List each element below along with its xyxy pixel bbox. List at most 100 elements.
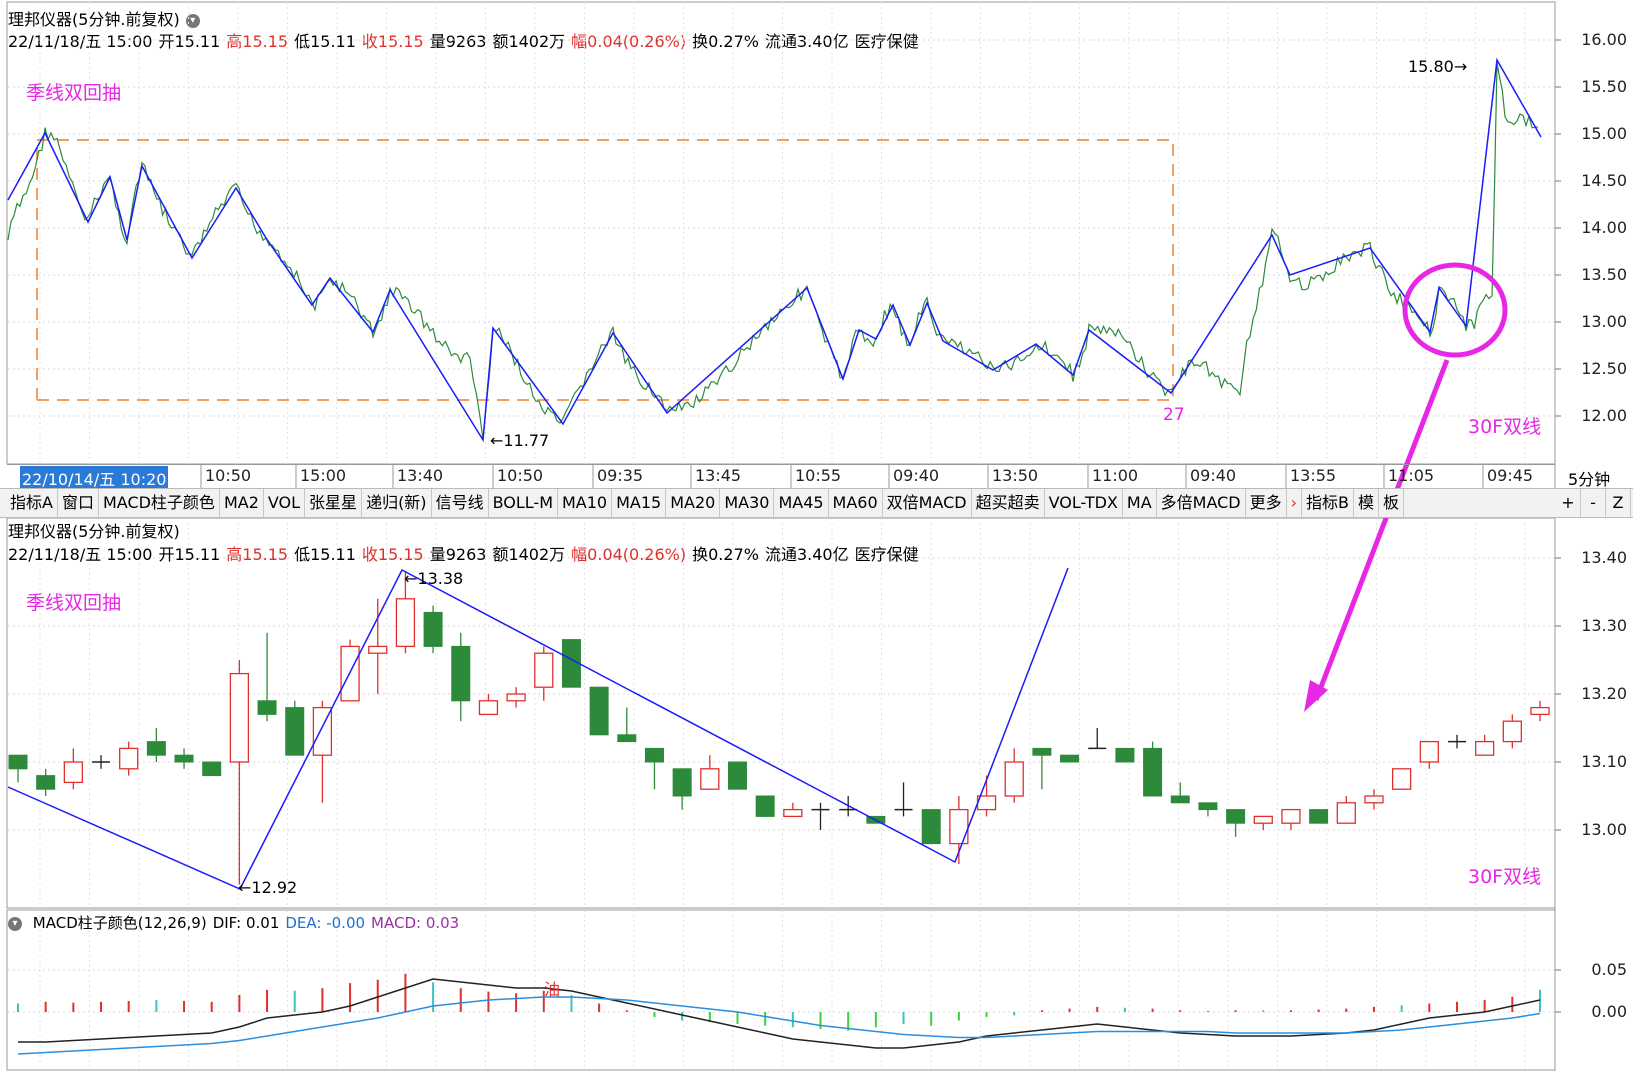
macd-title: MACD柱子颜色(12,26,9) — [32, 914, 207, 932]
candle — [423, 605, 443, 654]
time-cursor[interactable]: 22/10/14/五 10:20 — [20, 466, 169, 490]
candle — [1032, 747, 1052, 790]
chevron-down-icon[interactable]: ▾ — [185, 13, 200, 28]
label-27: 27 — [1163, 405, 1185, 425]
chevron-down-icon[interactable]: ▾ — [8, 916, 22, 931]
candle — [312, 700, 333, 803]
label-high-price: 15.80→ — [1408, 57, 1468, 76]
toolbar-item[interactable]: VOL — [264, 489, 306, 517]
zoom-control[interactable]: + — [1556, 489, 1581, 517]
toolbar-item[interactable]: 指标A — [6, 489, 58, 517]
toolbar-item[interactable]: 模 — [1354, 489, 1380, 517]
candle — [1447, 734, 1466, 749]
candle — [368, 598, 388, 694]
mid-low-value: 12.92 — [251, 878, 298, 897]
high-price-value: 15.80 — [1408, 57, 1454, 76]
period-label[interactable]: 5分钟 — [1568, 470, 1611, 489]
candle — [1170, 782, 1190, 804]
candle — [1060, 754, 1080, 763]
mid-info-float: 流通3.40亿 — [764, 545, 849, 564]
info-low: 低15.11 — [294, 32, 356, 51]
candle — [257, 632, 277, 722]
toolbar-item[interactable]: MA45 — [774, 489, 829, 517]
info-float: 流通3.40亿 — [764, 32, 849, 51]
toolbar-item[interactable]: 双倍MACD — [883, 489, 972, 517]
toolbar-item[interactable]: MACD柱子颜色 — [99, 489, 220, 517]
highlight-arrowhead — [1304, 680, 1328, 712]
mid-info-open: 开15.11 — [158, 545, 221, 564]
candle — [561, 639, 581, 688]
range-box — [36, 139, 1174, 401]
info-sector: 医疗保健 — [854, 32, 919, 51]
indicator-toolbar: 指标A 窗口 MACD柱子颜色 MA2 VOL 张星星 递归(新) 信号线 BOLL-M MA10… — [0, 488, 1633, 518]
toolbar-item[interactable]: 张星星 — [305, 489, 363, 517]
candle — [700, 755, 720, 790]
top-y-tick: 15.50 — [1581, 77, 1627, 96]
toolbar-item[interactable]: MA10 — [558, 489, 613, 517]
candle — [1336, 796, 1356, 824]
toolbar-item[interactable]: MA20 — [666, 489, 721, 517]
candle — [1364, 789, 1384, 810]
toolbar-item[interactable]: 板 — [1379, 489, 1405, 517]
top-panel-frame — [6, 1, 1556, 465]
macd-y-tick: 0.00 — [1591, 1002, 1627, 1021]
toolbar-item[interactable]: MA60 — [829, 489, 883, 517]
candle — [589, 686, 609, 736]
candle — [976, 775, 997, 817]
candle — [1391, 768, 1412, 790]
toolbar-item[interactable]: MA2 — [220, 489, 264, 517]
toolbar-item[interactable]: VOL-TDX — [1045, 489, 1123, 517]
zoom-control[interactable]: Z — [1606, 489, 1631, 517]
top-y-tick: 16.00 — [1581, 30, 1627, 49]
macd-value: MACD: 0.03 — [371, 914, 460, 932]
toolbar-item[interactable]: MA — [1123, 489, 1157, 517]
info-volume: 量9263 — [429, 32, 487, 51]
mid-panel-frame — [6, 517, 1556, 909]
time-label: 09:40 — [893, 466, 940, 485]
macd-dea: DEA: -0.00 — [285, 914, 366, 932]
candle — [174, 748, 194, 769]
time-label: 09:45 — [1487, 466, 1534, 485]
toolbar-item[interactable]: 更多 — [1246, 489, 1287, 517]
candle — [1281, 808, 1301, 830]
toolbar-item[interactable]: 指标B — [1302, 489, 1355, 517]
candle — [755, 795, 775, 817]
candle — [63, 748, 83, 790]
info-close: 收15.15 — [361, 32, 424, 51]
info-high: 高15.15 — [226, 32, 289, 51]
toolbar-item[interactable]: BOLL-M — [489, 489, 558, 517]
mid-y-tick: 13.30 — [1581, 616, 1627, 635]
candle — [1475, 734, 1495, 756]
dea-line — [17, 996, 1541, 1055]
toolbar-item[interactable]: 超买超卖 — [972, 489, 1045, 517]
mid-info-volume: 量9263 — [429, 545, 487, 564]
mid-stock-title: 理邦仪器(5分钟.前复权) — [8, 522, 180, 541]
toolbar-item[interactable]: 信号线 — [432, 489, 489, 517]
candle — [229, 660, 250, 885]
time-label: 09:35 — [597, 466, 644, 485]
mid-info-line: 22/11/18/五 15:00 开15.11 高15.15 低15.11 收15.15… — [8, 541, 925, 565]
candle — [783, 802, 803, 818]
candle — [1253, 815, 1273, 830]
candle — [119, 741, 139, 776]
candle — [811, 802, 830, 830]
toolbar-item[interactable]: 多倍MACD — [1157, 489, 1246, 517]
candle — [1198, 802, 1218, 817]
top-title-line: 理邦仪器(5分钟.前复权) ▾ — [8, 6, 206, 30]
zoom-control[interactable]: - — [1581, 489, 1606, 517]
mid-annotation-bottom: 30F双线 — [1468, 866, 1542, 888]
mid-label-low: ←12.92 — [238, 878, 298, 897]
mid-info-turnover: 换0.27% — [692, 545, 759, 564]
top-y-tick: 12.50 — [1581, 359, 1627, 378]
mid-y-tick: 13.00 — [1581, 820, 1627, 839]
mid-info-sector: 医疗保健 — [854, 545, 919, 564]
toolbar-item[interactable]: 窗口 — [58, 489, 99, 517]
toolbar-item[interactable]: 递归(新) — [362, 489, 432, 517]
chevron-right-icon[interactable]: › — [1287, 489, 1303, 517]
info-turnover: 换0.27% — [692, 32, 759, 51]
info-change: 幅0.04(0.26%) — [571, 32, 687, 51]
toolbar-item[interactable]: MA30 — [720, 489, 775, 517]
candle — [1115, 747, 1135, 763]
time-label: 13:50 — [992, 466, 1039, 485]
toolbar-item[interactable]: MA15 — [612, 489, 667, 517]
